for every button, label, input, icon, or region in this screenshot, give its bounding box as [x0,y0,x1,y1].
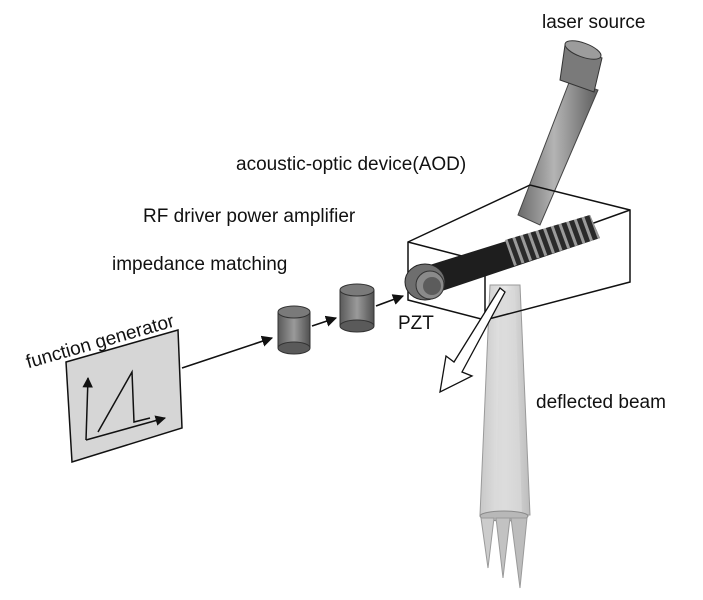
laser-source-label: laser source [542,12,646,33]
pzt-label: PZT [398,313,434,334]
impedance-matching-can [277,305,311,355]
rf-amplifier-can [339,283,375,333]
pzt-transducer [404,263,446,301]
acoustic-wave [420,215,600,295]
rf-driver-label: RF driver power amplifier [143,206,356,227]
deflection-arrows [439,287,506,394]
signal-arrows [181,294,405,369]
deflected-beam-label: deflected beam [536,392,666,413]
deflected-beam [479,284,531,589]
function-generator-panel [65,329,183,463]
laser-source [517,40,603,226]
aod-label: acoustic-optic device(AOD) [236,154,467,175]
impedance-matching-label: impedance matching [112,254,288,275]
